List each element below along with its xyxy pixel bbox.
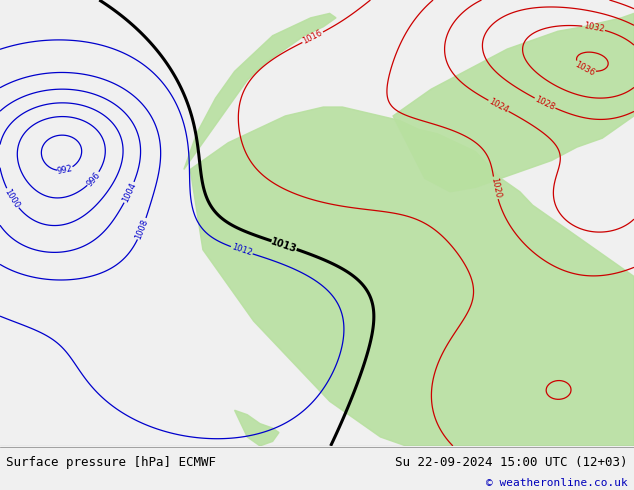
Text: 1013: 1013	[269, 236, 299, 254]
Text: 1012: 1012	[230, 243, 253, 258]
Text: © weatheronline.co.uk: © weatheronline.co.uk	[486, 478, 628, 489]
Polygon shape	[190, 107, 634, 446]
Text: 1016: 1016	[301, 28, 324, 46]
Text: 1024: 1024	[487, 97, 510, 115]
Text: 1032: 1032	[583, 22, 605, 34]
Text: 996: 996	[85, 170, 102, 188]
Polygon shape	[235, 410, 279, 446]
Text: 1008: 1008	[134, 218, 150, 240]
Text: 992: 992	[56, 164, 73, 176]
Text: 1004: 1004	[120, 181, 138, 204]
Text: Surface pressure [hPa] ECMWF: Surface pressure [hPa] ECMWF	[6, 456, 216, 469]
Text: 1000: 1000	[3, 187, 22, 210]
Text: 1020: 1020	[489, 177, 502, 199]
Polygon shape	[184, 13, 336, 170]
Text: 1036: 1036	[573, 60, 596, 77]
Text: 1028: 1028	[533, 95, 557, 112]
Polygon shape	[393, 13, 634, 192]
Text: Su 22-09-2024 15:00 UTC (12+03): Su 22-09-2024 15:00 UTC (12+03)	[395, 456, 628, 469]
